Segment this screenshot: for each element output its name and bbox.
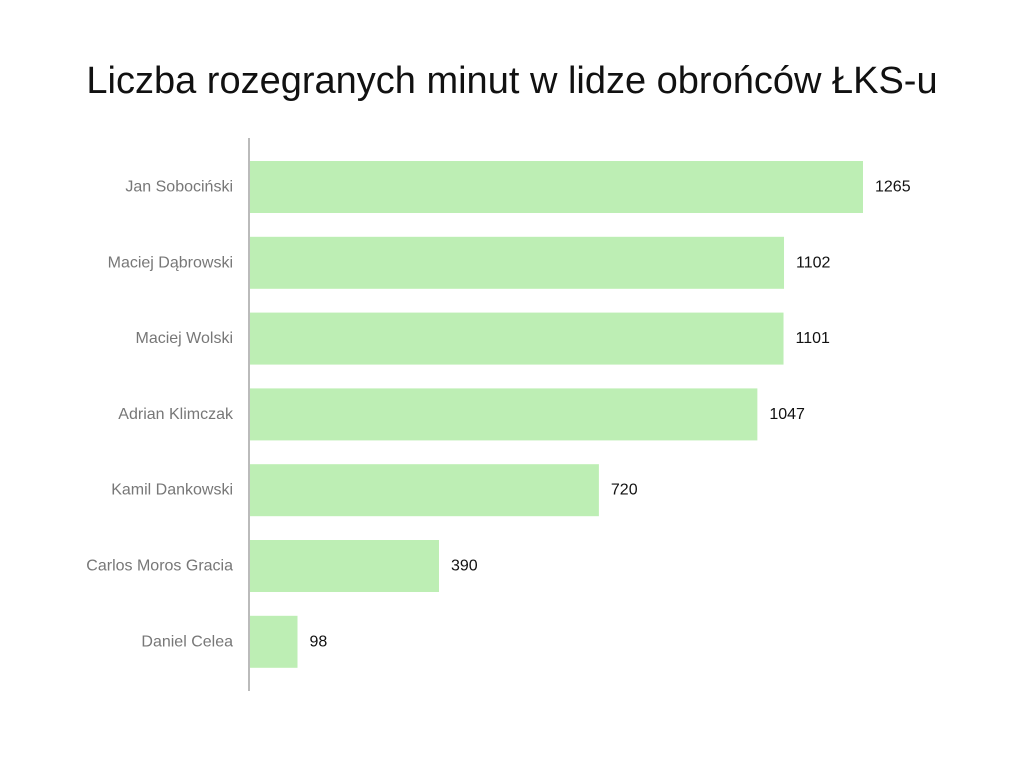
value-label: 390 [451, 558, 478, 575]
bar [250, 236, 785, 289]
chart-title: Liczba rozegranych minut w lidze obrońcó… [86, 60, 938, 102]
category-label: Adrian Klimczak [118, 406, 234, 423]
bar [250, 388, 758, 441]
category-labels: Jan Sobociński Maciej Dąbrowski Maciej Wol… [86, 179, 234, 651]
value-label: 1047 [769, 406, 805, 423]
category-label: Jan Sobociński [125, 179, 233, 196]
category-label: Maciej Wolski [136, 330, 234, 347]
category-label: Kamil Dankowski [111, 482, 233, 499]
category-label: Daniel Celea [141, 633, 233, 650]
value-label: 1101 [796, 330, 831, 347]
value-label: 1265 [875, 179, 911, 196]
bar [250, 312, 784, 365]
bar [250, 615, 298, 668]
value-labels: 1265 1102 1101 1047 720 390 98 [309, 179, 910, 651]
category-label: Maciej Dąbrowski [108, 254, 233, 271]
value-label: 720 [611, 482, 638, 499]
value-label: 1102 [796, 254, 831, 271]
category-label: Carlos Moros Gracia [86, 558, 233, 575]
value-label: 98 [309, 633, 327, 650]
bars-layer [250, 161, 863, 668]
bar [250, 464, 599, 517]
bar [250, 161, 863, 213]
bar [250, 540, 439, 592]
